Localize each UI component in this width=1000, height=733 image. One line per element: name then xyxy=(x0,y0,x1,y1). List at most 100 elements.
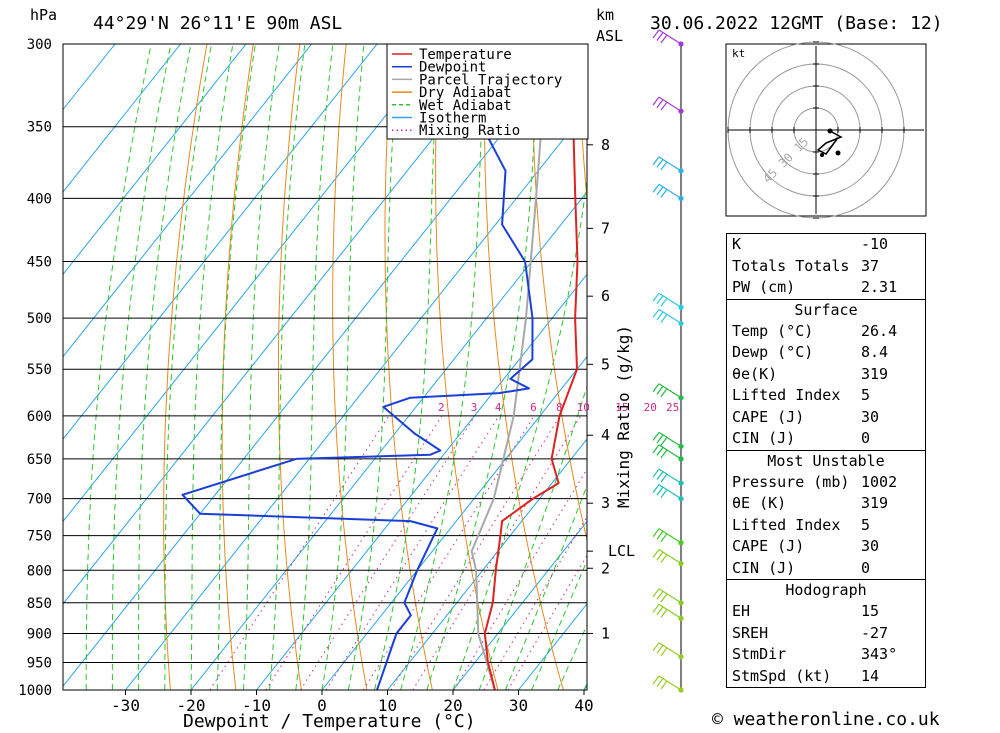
stat-label: Totals Totals xyxy=(732,256,850,275)
wind-barb-feather xyxy=(656,606,664,616)
most-unstable-title: Most Unstable xyxy=(767,451,885,470)
wind-barb-feather xyxy=(652,29,660,39)
hodograph-section-title: Hodograph xyxy=(785,581,867,599)
wind-level-dot xyxy=(678,168,684,174)
x-tick-label: -10 xyxy=(242,696,271,715)
stat-label: SREH xyxy=(732,623,769,642)
lcl-label: LCL xyxy=(608,542,635,560)
wind-barb-feather xyxy=(652,156,660,166)
wind-barb-feather xyxy=(656,530,664,540)
stat-row: StmDir 343° xyxy=(727,644,925,666)
wind-barb-feather xyxy=(656,471,664,480)
stat-label: StmDir xyxy=(732,645,787,663)
stat-label: Lifted Index xyxy=(732,386,841,404)
wind-level-dot xyxy=(678,615,684,621)
wind-barb-feather xyxy=(660,647,668,657)
wind-barb xyxy=(652,156,684,174)
stat-row: EH 15 xyxy=(727,601,925,623)
wind-barb-feather xyxy=(656,434,664,444)
stat-value: 37 xyxy=(861,256,880,275)
mixing-ratio-label: 3 xyxy=(471,401,478,414)
mixing-ratio-label: 20 xyxy=(644,401,657,414)
wet-adiabat-line xyxy=(242,44,280,690)
mixing-ratio-label: 25 xyxy=(666,401,679,414)
stat-label: Lifted Index xyxy=(732,515,841,534)
wind-barb-feather xyxy=(656,158,664,168)
wind-barb xyxy=(652,444,684,462)
stat-value: 5 xyxy=(861,515,871,534)
stat-value: 2.31 xyxy=(861,278,898,296)
wind-barb-feather xyxy=(660,533,668,543)
mixing-ratio-label: 8 xyxy=(556,401,563,414)
hodograph-section: Hodograph EH 15 SREH -27 StmDir 343° StmSpd (k… xyxy=(727,579,925,687)
legend-label: Isotherm xyxy=(419,111,486,127)
stat-row: SREH -27 xyxy=(727,623,925,645)
stat-label: CAPE (J) xyxy=(732,537,805,555)
stat-value: -27 xyxy=(861,623,889,642)
wind-barb xyxy=(652,183,684,201)
wind-barb-feather xyxy=(660,297,668,307)
dry-adiabat-line xyxy=(577,44,587,205)
wind-barb xyxy=(652,484,684,502)
wind-barb-feather xyxy=(656,295,664,305)
wind-barb-feather xyxy=(656,186,664,196)
site-credit[interactable]: © weatheronline.co.uk xyxy=(712,709,940,730)
wind-barb-feather xyxy=(660,189,668,198)
isotherm-line xyxy=(256,273,587,690)
wet-adiabat-line xyxy=(85,44,152,690)
mixing-ratio-label: 2 xyxy=(438,401,445,414)
location-title: 44°29'N 26°11'E 90m ASL xyxy=(93,13,342,34)
km-tick-label: 4 xyxy=(601,426,610,444)
x-tick-label: 30 xyxy=(509,696,528,715)
wet-adiabat-line xyxy=(321,44,365,690)
mixing-ratio-line xyxy=(265,415,443,690)
wind-barb-feather xyxy=(652,431,660,441)
isotherm-line xyxy=(63,44,312,358)
stat-label: K xyxy=(732,235,742,253)
x-tick-label: 0 xyxy=(317,696,327,715)
km-label: km xyxy=(596,6,614,24)
wind-barb xyxy=(652,468,684,486)
mixing-ratio-line xyxy=(507,554,587,690)
dry-adiabat-line xyxy=(277,44,302,690)
pressure-tick-label: 650 xyxy=(27,452,52,468)
stat-value: 15 xyxy=(861,602,880,620)
wet-adiabat-line xyxy=(164,44,212,690)
pressure-tick-label: 300 xyxy=(27,37,52,53)
stat-row: Dewp (°C) 8.4 xyxy=(727,342,925,364)
legend-label: Temperature xyxy=(419,47,512,63)
stat-row: Pressure (mb) 1002 xyxy=(727,472,925,494)
wind-barb-feather xyxy=(652,603,660,613)
wind-level-dot xyxy=(678,600,684,606)
stat-label: StmSpd (kt) xyxy=(732,666,832,685)
x-tick-label: 10 xyxy=(378,696,397,715)
isotherm-line xyxy=(63,44,116,111)
wind-barb-feather xyxy=(660,593,668,603)
isotherm-line xyxy=(452,520,587,690)
mixing-ratio-line xyxy=(453,468,587,690)
stat-row: θe(K) 319 xyxy=(727,364,925,386)
stat-row: StmSpd (kt) 14 xyxy=(727,666,925,688)
pressure-tick-label: 500 xyxy=(27,311,52,327)
wind-level-dot xyxy=(678,304,684,310)
stat-label: θe(K) xyxy=(732,364,778,383)
wind-barb-feather xyxy=(656,32,664,41)
wind-barb-feather xyxy=(660,473,668,483)
legend-label: Parcel Trajectory xyxy=(419,72,562,88)
stat-value: 26.4 xyxy=(861,321,898,340)
wind-barb xyxy=(652,588,684,606)
mixing-ratio-label: 4 xyxy=(495,401,502,414)
wind-barb-feather xyxy=(652,528,660,538)
wind-barb-feather xyxy=(660,489,668,499)
surface-section: Surface Temp (°C) 26.4 Dewp (°C) 8.4 θe(K) 31… xyxy=(727,298,925,450)
wind-barb-feather xyxy=(652,484,660,493)
stat-label: PW (cm) xyxy=(732,278,796,296)
hodograph-trace xyxy=(816,130,843,155)
stat-label: Pressure (mb) xyxy=(732,472,850,491)
wet-adiabat-line xyxy=(295,44,334,690)
wind-barb-feather xyxy=(652,468,660,478)
km-tick-label: 2 xyxy=(601,559,610,577)
km-tick-label: 1 xyxy=(601,624,610,642)
wind-barb-feather xyxy=(656,99,664,109)
wind-barb xyxy=(652,292,684,310)
